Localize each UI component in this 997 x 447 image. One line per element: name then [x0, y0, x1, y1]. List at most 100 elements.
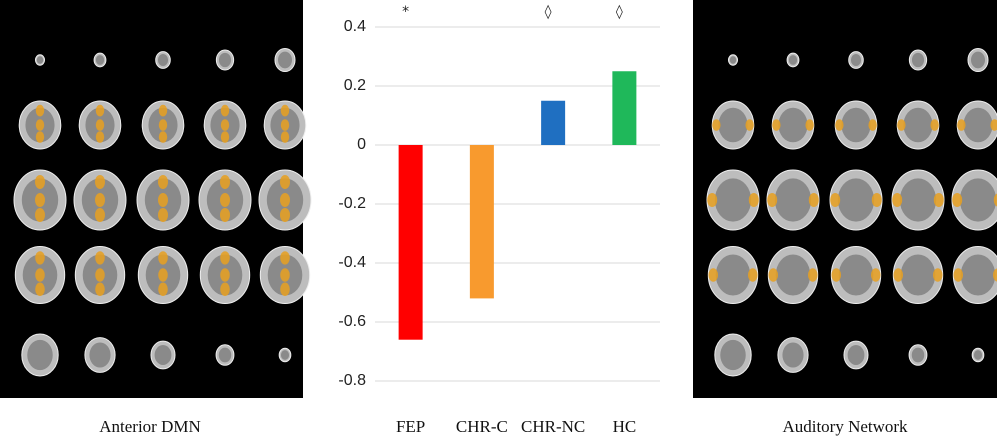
activation	[158, 193, 168, 207]
activation	[280, 268, 290, 281]
activation	[868, 119, 876, 131]
figure: Anterior DMN Auditory Network -0.8-0.6-0…	[0, 0, 997, 447]
activation	[158, 251, 168, 264]
brain-inner	[219, 53, 231, 67]
activation	[871, 268, 881, 281]
x-tick-label: CHR-NC	[521, 417, 585, 436]
brain-inner	[782, 342, 803, 367]
brain-inner	[775, 178, 811, 221]
brain-inner	[903, 108, 932, 143]
activation	[953, 268, 963, 281]
activation	[96, 119, 104, 131]
bar	[612, 71, 636, 145]
brain-inner	[848, 345, 865, 365]
bar	[399, 145, 423, 340]
activation	[809, 193, 819, 207]
activation	[952, 193, 962, 207]
activation	[707, 193, 717, 207]
activation	[36, 119, 44, 131]
brain-inner	[841, 108, 870, 143]
activation	[892, 193, 902, 207]
activation	[712, 119, 720, 131]
brain-inner	[960, 178, 996, 221]
activation	[158, 208, 168, 222]
activation	[35, 251, 45, 264]
activation	[957, 119, 965, 131]
activation	[830, 193, 840, 207]
activation	[220, 268, 230, 281]
activation	[281, 131, 289, 143]
activation	[35, 193, 45, 207]
activation	[95, 251, 105, 264]
brain-inner	[961, 254, 996, 295]
activation	[280, 208, 290, 222]
x-tick-label: FEP	[396, 417, 425, 436]
brain-inner	[718, 108, 747, 143]
y-tick-label: 0	[357, 136, 366, 153]
brain-inner	[281, 350, 289, 360]
activation	[831, 268, 841, 281]
brain-inner	[974, 350, 982, 360]
brain-inner	[219, 348, 231, 363]
brain-inner	[778, 108, 807, 143]
activation	[933, 268, 943, 281]
activation	[835, 119, 843, 131]
activation	[280, 251, 290, 264]
brain-inner	[971, 52, 985, 69]
activation	[36, 105, 44, 117]
brain-inner	[789, 55, 797, 65]
brain-inner	[776, 254, 811, 295]
significance-marker: ◊	[545, 4, 552, 20]
brain-inner	[901, 254, 936, 295]
brain-inner	[900, 178, 936, 221]
brain-inner	[730, 56, 736, 64]
activation	[930, 119, 938, 131]
activation	[96, 105, 104, 117]
activation	[95, 208, 105, 222]
activation	[745, 119, 753, 131]
activation	[220, 175, 230, 189]
activation	[768, 268, 778, 281]
activation	[95, 283, 105, 296]
activation	[159, 105, 167, 117]
activation	[934, 193, 944, 207]
activation	[35, 283, 45, 296]
brain-inner	[851, 54, 861, 66]
brain-inner	[158, 54, 168, 66]
activation	[95, 268, 105, 281]
activation	[35, 208, 45, 222]
brain-inner	[96, 55, 104, 65]
brain-inner	[37, 56, 43, 64]
brain-inner	[27, 340, 52, 370]
y-tick-label: 0.2	[344, 77, 366, 94]
activation	[808, 268, 818, 281]
activation	[767, 193, 777, 207]
brain-inner	[963, 108, 992, 143]
bar	[470, 145, 494, 298]
activation	[281, 119, 289, 131]
significance-marker: *	[402, 4, 409, 20]
activation	[221, 105, 229, 117]
y-tick-label: 0.4	[344, 18, 366, 35]
bar	[541, 101, 565, 145]
x-tick-label: CHR-C	[456, 417, 508, 436]
brain-inner	[89, 342, 110, 367]
activation	[95, 175, 105, 189]
brain-inner	[278, 52, 292, 69]
activation	[281, 105, 289, 117]
activation	[220, 283, 230, 296]
page: Anterior DMN Auditory Network -0.8-0.6-0…	[0, 0, 997, 447]
activation	[35, 175, 45, 189]
brain-inner	[720, 340, 745, 370]
activation	[280, 175, 290, 189]
activation	[96, 131, 104, 143]
x-tick-label: HC	[613, 417, 637, 436]
activation	[220, 193, 230, 207]
activation	[158, 175, 168, 189]
activation	[749, 193, 759, 207]
activation	[872, 193, 882, 207]
activation	[280, 283, 290, 296]
activation	[221, 131, 229, 143]
activation	[158, 283, 168, 296]
brain-inner	[839, 254, 874, 295]
